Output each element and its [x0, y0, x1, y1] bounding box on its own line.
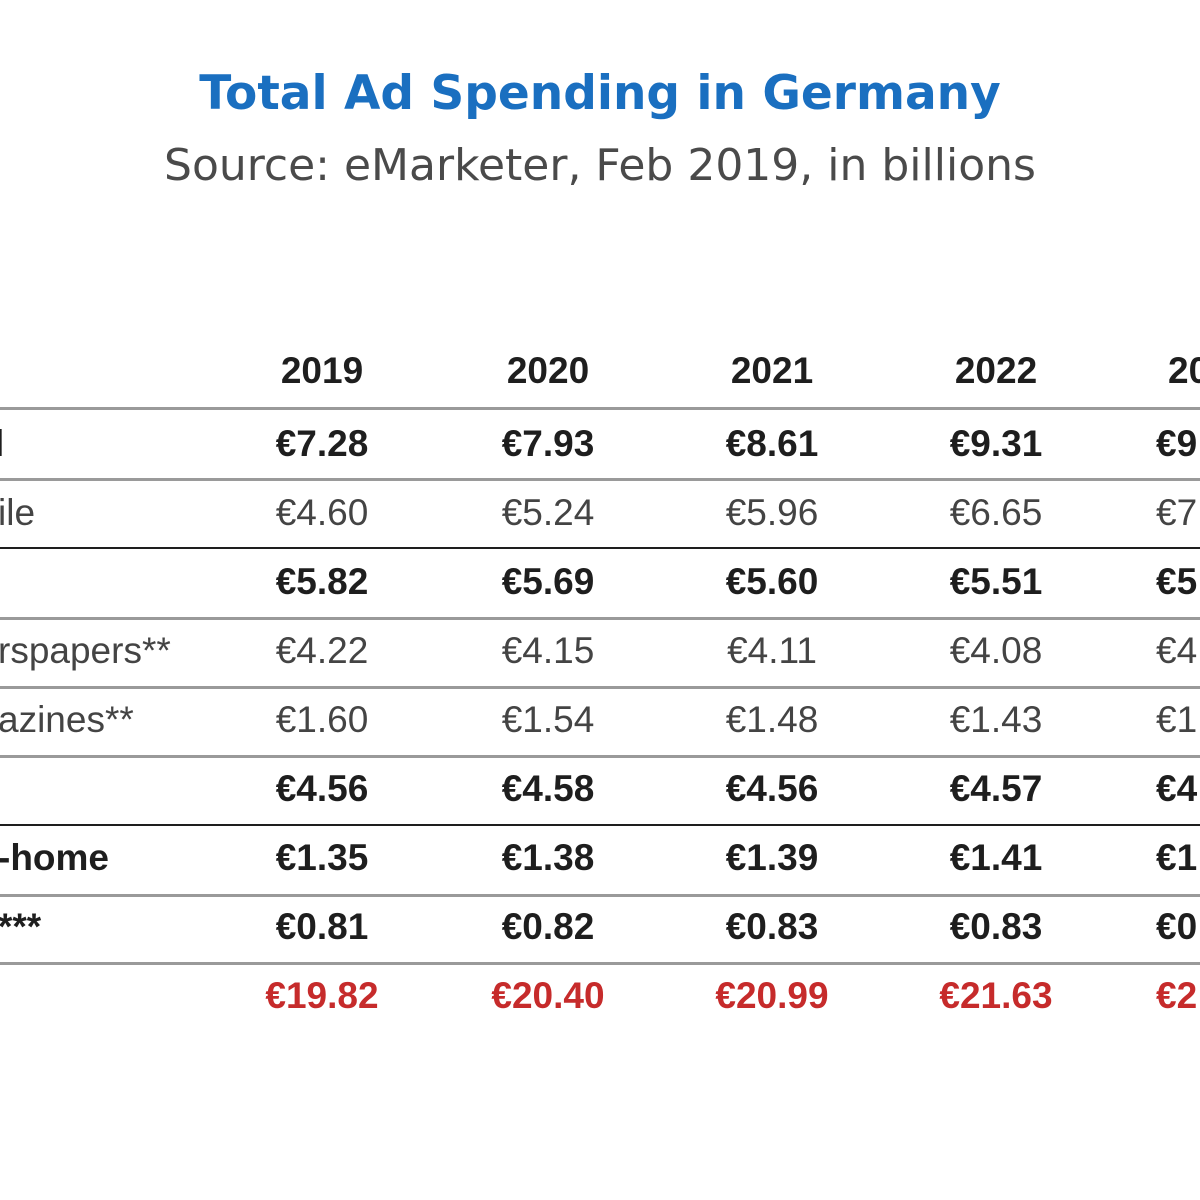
row-divider	[0, 894, 1200, 897]
column-header: 2019	[280, 350, 364, 391]
table-cell: €0.81	[275, 906, 369, 947]
table-cell: €4.15	[501, 630, 595, 671]
row-divider	[0, 547, 1200, 549]
row-label: azines**	[0, 699, 134, 740]
table-cell: €5.51	[949, 561, 1043, 602]
table-cell: €1.39	[725, 837, 819, 878]
table-cell: €4.08	[949, 630, 1043, 671]
table-cell: €1	[1156, 699, 1198, 740]
table-cell: €1.38	[501, 837, 595, 878]
table-cell: €7	[1156, 492, 1198, 533]
table-cell: €8.61	[725, 423, 819, 464]
table-title: Total Ad Spending in Germany	[199, 66, 1001, 121]
table-cell: €4	[1156, 630, 1198, 671]
column-header: 20	[1168, 350, 1200, 391]
row-divider	[0, 686, 1200, 689]
table-cell: €5	[1156, 561, 1198, 602]
row-label: ile	[0, 492, 36, 533]
column-header: 2020	[506, 350, 590, 391]
row-label: rspapers**	[0, 630, 171, 671]
row-divider	[0, 617, 1200, 620]
table-cell: €5.60	[725, 561, 819, 602]
table-cell: €5.82	[275, 561, 369, 602]
row-divider	[0, 962, 1200, 965]
table-cell: €0.83	[725, 906, 819, 947]
row-divider	[0, 824, 1200, 826]
row-label: -home	[0, 837, 109, 878]
table-cell: €0	[1156, 906, 1198, 947]
table-cell: €4.11	[727, 630, 817, 671]
row-divider	[0, 755, 1200, 758]
table-cell: €5.69	[501, 561, 595, 602]
table-subtitle: Source: eMarketer, Feb 2019, in billions	[164, 140, 1036, 191]
table-cell: €4.56	[275, 768, 369, 809]
table-cell: €5.96	[725, 492, 819, 533]
row-label: l	[0, 425, 4, 462]
table-cell: €9	[1156, 423, 1198, 464]
table-cell: €9.31	[949, 423, 1043, 464]
column-header: 2021	[730, 350, 814, 391]
table-cell: €1.60	[275, 699, 369, 740]
table-cell: €1.48	[725, 699, 819, 740]
table-cell: €1.54	[501, 699, 595, 740]
table-cell: €4.22	[275, 630, 369, 671]
row-label: ***	[0, 906, 42, 947]
table-cell: €19.82	[265, 975, 379, 1016]
column-header: 2022	[954, 350, 1038, 391]
table-cell: €2	[1156, 975, 1198, 1016]
table-cell: €4.58	[501, 768, 595, 809]
table-cell: €20.40	[491, 975, 605, 1016]
table-cell: €20.99	[715, 975, 829, 1016]
row-divider	[0, 407, 1200, 410]
table-cell: €4.57	[949, 768, 1043, 809]
table-cell: €4.60	[275, 492, 369, 533]
table-cell: €1.43	[949, 699, 1043, 740]
table-cell: €7.28	[275, 423, 369, 464]
table-cell: €1.35	[275, 837, 369, 878]
table-cell: €21.63	[939, 975, 1053, 1016]
table-cell: €6.65	[949, 492, 1043, 533]
table-cell: €1	[1156, 837, 1198, 878]
table-cell: €4	[1156, 768, 1198, 809]
row-divider	[0, 478, 1200, 481]
table-cell: €7.93	[501, 423, 595, 464]
table-cell: €0.83	[949, 906, 1043, 947]
table-cell: €0.82	[501, 906, 595, 947]
table-cell: €4.56	[725, 768, 819, 809]
table-cell: €5.24	[501, 492, 595, 533]
table-cell: €1.41	[949, 837, 1043, 878]
